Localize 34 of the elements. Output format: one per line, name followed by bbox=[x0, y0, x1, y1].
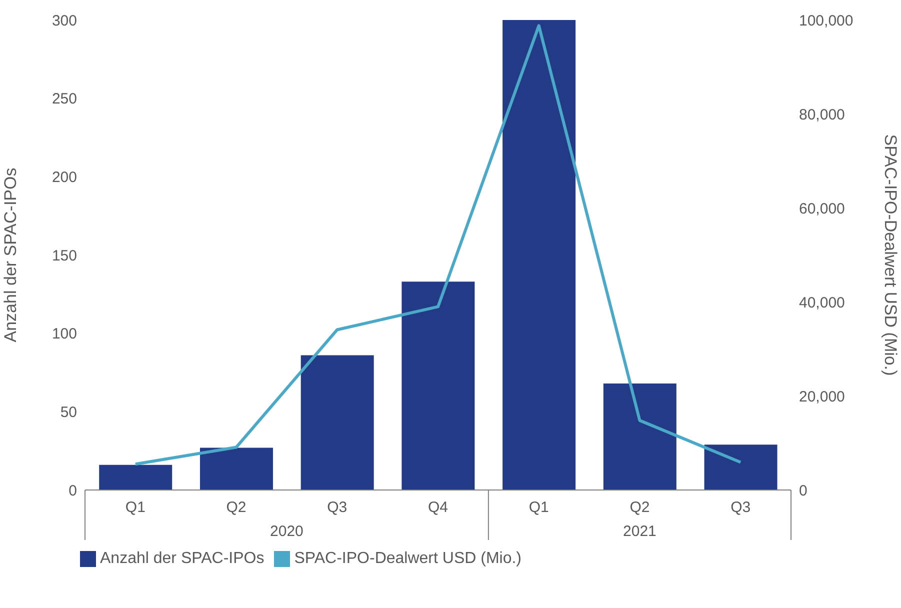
y-axis-title: Anzahl der SPAC-IPOs bbox=[1, 168, 20, 342]
bar bbox=[502, 20, 576, 490]
y2-tick-label: 40,000 bbox=[799, 294, 845, 312]
bar bbox=[603, 383, 676, 490]
x-tick-label: Q2 bbox=[630, 499, 650, 516]
text: 2021 bbox=[623, 523, 656, 540]
text: 2020 bbox=[270, 523, 304, 540]
y-tick-label: 250 bbox=[52, 90, 77, 108]
y2-axis-title: SPAC-IPO-Dealwert USD (Mio.) bbox=[880, 134, 900, 376]
y-tick-label: 0 bbox=[68, 482, 77, 500]
y-tick-label: 50 bbox=[60, 404, 77, 421]
x-tick-label: Q1 bbox=[125, 499, 146, 516]
legend-label: SPAC-IPO-Dealwert USD (Mio.) bbox=[294, 550, 522, 567]
x-tick-label: Q1 bbox=[528, 499, 549, 516]
bar bbox=[99, 464, 172, 490]
bar bbox=[704, 444, 778, 490]
y2-tick-label: 60,000 bbox=[799, 200, 845, 218]
y-tick-label: 200 bbox=[52, 168, 77, 186]
y2-tick-label: 80,000 bbox=[799, 106, 845, 124]
y-tick-label: 150 bbox=[52, 247, 77, 264]
x-tick-label: Q4 bbox=[428, 499, 448, 516]
x-tick-label: Q2 bbox=[226, 499, 246, 516]
bar bbox=[200, 448, 273, 490]
y-tick-label: 300 bbox=[52, 12, 77, 30]
y-tick-label: 100 bbox=[52, 326, 77, 343]
x-tick-label: Q3 bbox=[730, 499, 751, 516]
legend-label: Anzahl der SPAC-IPOs bbox=[100, 550, 264, 567]
y2-tick-label: 20,000 bbox=[799, 388, 845, 406]
y2-tick-label: 100,000 bbox=[799, 12, 854, 30]
line-series bbox=[134, 24, 742, 466]
x-tick-label: Q3 bbox=[327, 499, 348, 516]
bar bbox=[300, 355, 374, 490]
bar bbox=[402, 282, 475, 490]
y2-tick-label: 0 bbox=[799, 482, 808, 500]
